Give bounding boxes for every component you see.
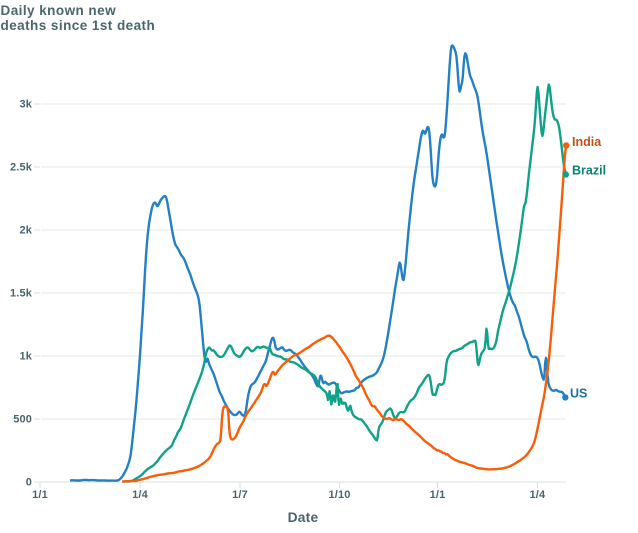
svg-text:Daily known new: Daily known new <box>1 3 117 18</box>
svg-text:1/7: 1/7 <box>232 489 248 501</box>
svg-text:1.5k: 1.5k <box>10 288 33 300</box>
svg-text:US: US <box>570 387 587 401</box>
svg-text:1/1: 1/1 <box>32 489 48 501</box>
svg-text:India: India <box>572 135 602 149</box>
svg-text:Brazil: Brazil <box>572 164 606 178</box>
svg-text:1k: 1k <box>19 351 32 363</box>
svg-text:0: 0 <box>26 477 32 489</box>
svg-text:2k: 2k <box>19 225 32 237</box>
svg-text:1/10: 1/10 <box>328 489 350 501</box>
svg-text:Date: Date <box>288 510 319 525</box>
svg-text:deaths since 1st death: deaths since 1st death <box>1 18 156 33</box>
svg-text:2.5k: 2.5k <box>10 162 33 174</box>
svg-text:1/4: 1/4 <box>132 489 148 501</box>
svg-text:3k: 3k <box>19 99 32 111</box>
svg-text:500: 500 <box>13 414 32 426</box>
svg-text:1/4: 1/4 <box>530 489 546 501</box>
svg-text:1/1: 1/1 <box>430 489 446 501</box>
